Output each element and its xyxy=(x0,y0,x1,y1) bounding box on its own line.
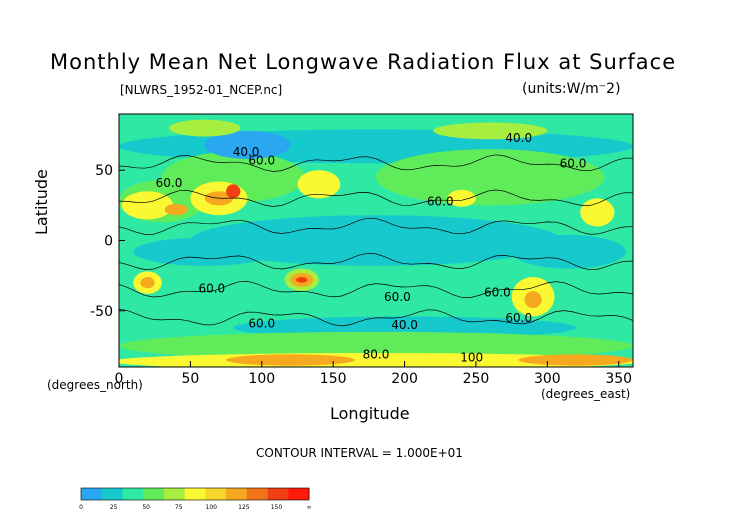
field-patch xyxy=(119,331,633,360)
contour-label: 60.0 xyxy=(427,194,454,208)
contour-line xyxy=(119,309,633,327)
contour-label: 60.0 xyxy=(505,311,532,325)
field-patch xyxy=(296,277,308,283)
colorbar-tick-label: 100 xyxy=(206,504,218,511)
colorbar-swatch xyxy=(163,488,186,500)
field-patch xyxy=(226,354,355,366)
contour-label: 60.0 xyxy=(484,286,511,300)
contour-labels: 40.060.060.060.040.060.060.060.060.040.0… xyxy=(156,131,587,364)
field-patch xyxy=(447,189,476,207)
field-patch xyxy=(524,291,542,308)
field-patch xyxy=(140,277,155,289)
plot-area xyxy=(119,114,633,367)
chart-units: (units:W/m⁻2) xyxy=(522,81,621,97)
x-tick-label: 350 xyxy=(605,371,632,387)
x-tick-label: 100 xyxy=(248,371,275,387)
contour-label: 40.0 xyxy=(505,131,532,145)
colorbar-swatch xyxy=(267,488,289,500)
field-patch xyxy=(518,354,633,366)
field-patch xyxy=(511,234,626,269)
x-tick-label: 300 xyxy=(534,371,561,387)
y-axis-units: (degrees_north) xyxy=(47,378,143,392)
y-tick-label: 0 xyxy=(104,234,113,250)
contour-label: 80.0 xyxy=(363,348,390,362)
chart-title: Monthly Mean Net Longwave Radiation Flux… xyxy=(50,50,677,74)
chart-source-file: [NLWRS_1952-01_NCEP.nc] xyxy=(120,83,283,97)
contour-interval-label: CONTOUR INTERVAL = 1.000E+01 xyxy=(256,446,463,460)
contour-label: 60.0 xyxy=(198,282,225,296)
x-tick-label: 200 xyxy=(391,371,418,387)
contour-line xyxy=(119,252,633,271)
x-tick-label: 0 xyxy=(115,371,124,387)
colorbar-tick-label: ∞ xyxy=(307,504,312,511)
y-tick-label: -50 xyxy=(90,304,113,320)
x-tick-label: 250 xyxy=(463,371,490,387)
field-patch xyxy=(168,119,241,137)
colorbar-swatch xyxy=(226,488,248,500)
x-axis-label: Longitude xyxy=(330,404,410,423)
colorbar-swatch xyxy=(122,488,144,500)
colorbar-swatch xyxy=(143,488,165,500)
contour-line xyxy=(119,217,633,235)
colorbar: 0 25 50 75 100 125 150 ∞ xyxy=(79,487,312,511)
contour-label: 60.0 xyxy=(156,176,183,190)
x-tick-label: 50 xyxy=(181,371,199,387)
colorbar-swatch xyxy=(81,488,103,500)
colorbar-swatch xyxy=(288,488,310,500)
field-patch xyxy=(204,130,291,159)
colorbar-swatch xyxy=(101,488,123,500)
contour-lines xyxy=(119,154,633,327)
field-patch xyxy=(580,198,615,227)
field-patch xyxy=(164,203,188,216)
field-patch xyxy=(433,122,548,140)
y-axis-ticks: 50 0 -50 xyxy=(90,163,125,320)
contour-label: 60.0 xyxy=(560,156,587,170)
contour-line xyxy=(119,281,633,298)
y-tick-label: 50 xyxy=(95,163,113,179)
contour-label: 40.0 xyxy=(391,318,418,332)
colorbar-tick-label: 50 xyxy=(142,504,150,511)
colorbar-tick-label: 75 xyxy=(175,504,183,511)
contour-label: 40.0 xyxy=(233,145,260,159)
colorbar-swatch xyxy=(205,488,227,500)
field-patch xyxy=(297,170,341,199)
colorbar-tick-label: 25 xyxy=(110,504,118,511)
x-axis-ticks: 0 50 100 150 200 250 300 350 xyxy=(115,361,632,387)
contour-label: 100 xyxy=(460,350,483,364)
contour-line xyxy=(119,189,633,207)
colorbar-tick-label: 125 xyxy=(238,504,250,511)
field-patch xyxy=(226,184,241,199)
field-patch xyxy=(190,215,562,266)
contour-label: 60.0 xyxy=(248,317,275,331)
colorbar-tick-label: 0 xyxy=(79,504,83,511)
colorbar-swatch xyxy=(246,488,269,500)
field-patch xyxy=(133,237,277,266)
field-patch xyxy=(376,149,605,206)
colorbar-frame xyxy=(80,487,310,501)
x-tick-label: 150 xyxy=(320,371,347,387)
contour-label: 60.0 xyxy=(384,290,411,304)
colorbar-tick-label: 150 xyxy=(271,504,283,511)
contour-line xyxy=(119,154,633,172)
x-axis-units: (degrees_east) xyxy=(541,387,631,401)
colorbar-swatch xyxy=(184,488,206,500)
contour-label: 60.0 xyxy=(248,154,275,168)
